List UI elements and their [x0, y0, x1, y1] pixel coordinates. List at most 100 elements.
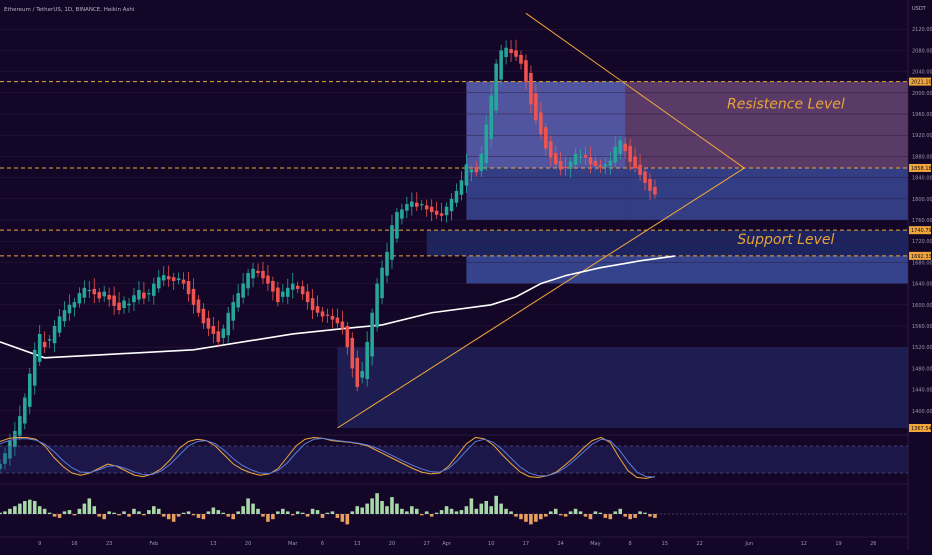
- candle-body[interactable]: [553, 152, 558, 165]
- candle-body[interactable]: [132, 295, 136, 303]
- candle-body[interactable]: [499, 50, 503, 80]
- candle-body[interactable]: [295, 285, 300, 289]
- candle-body[interactable]: [534, 93, 538, 121]
- candle-body[interactable]: [613, 146, 618, 163]
- candle-body[interactable]: [330, 315, 335, 320]
- candle-body[interactable]: [454, 190, 459, 203]
- candle-body[interactable]: [191, 288, 196, 305]
- candle-body[interactable]: [271, 280, 275, 292]
- candle-body[interactable]: [300, 286, 305, 295]
- candle-body[interactable]: [251, 268, 255, 279]
- candle-body[interactable]: [181, 279, 186, 284]
- candle-body[interactable]: [385, 251, 389, 276]
- candle-body[interactable]: [514, 50, 518, 57]
- candle-body[interactable]: [633, 156, 637, 169]
- candle-body[interactable]: [375, 283, 379, 328]
- candle-body[interactable]: [360, 371, 364, 378]
- candle-body[interactable]: [395, 212, 399, 239]
- candle-body[interactable]: [107, 294, 111, 300]
- candle-body[interactable]: [256, 270, 260, 273]
- candle-body[interactable]: [380, 267, 384, 299]
- candle-body[interactable]: [3, 453, 7, 464]
- candle-body[interactable]: [623, 143, 627, 152]
- candle-body[interactable]: [97, 292, 102, 299]
- candle-body[interactable]: [171, 277, 176, 281]
- candle-body[interactable]: [161, 275, 166, 281]
- candle-body[interactable]: [400, 209, 404, 219]
- candle-body[interactable]: [618, 140, 623, 154]
- candle-body[interactable]: [281, 291, 285, 297]
- candle-body[interactable]: [87, 289, 92, 292]
- candle-body[interactable]: [568, 161, 573, 169]
- candle-body[interactable]: [638, 164, 642, 175]
- candle-body[interactable]: [419, 204, 424, 206]
- candle-body[interactable]: [350, 337, 355, 369]
- candle-body[interactable]: [0, 463, 2, 470]
- candle-body[interactable]: [489, 95, 493, 140]
- candle-body[interactable]: [598, 165, 603, 167]
- candle-body[interactable]: [305, 291, 310, 303]
- candle-body[interactable]: [390, 225, 394, 260]
- candle-body[interactable]: [127, 303, 131, 306]
- candle-body[interactable]: [603, 164, 608, 167]
- candle-body[interactable]: [509, 49, 513, 54]
- candle-body[interactable]: [137, 289, 141, 300]
- candle-body[interactable]: [241, 283, 245, 298]
- candle-body[interactable]: [23, 397, 27, 424]
- candle-body[interactable]: [166, 276, 171, 280]
- candle-body[interactable]: [544, 127, 548, 149]
- candle-body[interactable]: [211, 326, 216, 334]
- candles-layer[interactable]: [0, 39, 657, 474]
- candle-body[interactable]: [365, 341, 369, 379]
- candle-body[interactable]: [117, 302, 121, 311]
- candle-body[interactable]: [315, 306, 320, 313]
- candle-body[interactable]: [18, 416, 22, 436]
- candle-body[interactable]: [266, 275, 270, 284]
- candle-body[interactable]: [261, 270, 265, 279]
- candle-body[interactable]: [469, 169, 474, 173]
- candle-body[interactable]: [122, 300, 126, 308]
- candle-body[interactable]: [186, 280, 191, 295]
- candle-body[interactable]: [370, 312, 374, 357]
- candle-body[interactable]: [558, 160, 563, 170]
- candle-body[interactable]: [8, 441, 12, 459]
- candle-body[interactable]: [67, 304, 72, 314]
- candle-body[interactable]: [310, 298, 315, 311]
- candle-body[interactable]: [72, 302, 77, 308]
- candle-body[interactable]: [196, 299, 201, 313]
- candle-body[interactable]: [479, 153, 484, 171]
- candle-body[interactable]: [593, 160, 598, 166]
- candle-body[interactable]: [221, 328, 226, 338]
- candle-body[interactable]: [484, 124, 489, 164]
- candle-body[interactable]: [147, 293, 151, 295]
- candle-body[interactable]: [434, 210, 439, 215]
- candle-body[interactable]: [494, 63, 498, 111]
- candle-body[interactable]: [231, 302, 235, 321]
- candle-body[interactable]: [32, 349, 37, 386]
- candle-body[interactable]: [176, 278, 181, 281]
- candle-body[interactable]: [444, 206, 449, 216]
- candle-body[interactable]: [464, 164, 469, 186]
- candle-body[interactable]: [405, 204, 409, 211]
- candle-body[interactable]: [285, 287, 290, 297]
- candle-body[interactable]: [142, 292, 146, 299]
- candle-body[interactable]: [201, 308, 206, 324]
- candle-body[interactable]: [529, 72, 533, 105]
- candle-body[interactable]: [355, 357, 360, 387]
- candle-body[interactable]: [410, 201, 414, 207]
- candle-body[interactable]: [648, 178, 652, 191]
- candle-body[interactable]: [539, 112, 543, 135]
- candle-body[interactable]: [573, 153, 578, 165]
- candle-body[interactable]: [439, 213, 444, 216]
- candle-body[interactable]: [77, 293, 82, 304]
- candle-body[interactable]: [82, 287, 87, 298]
- candle-body[interactable]: [583, 155, 588, 158]
- candle-body[interactable]: [424, 205, 429, 210]
- candle-body[interactable]: [206, 318, 211, 329]
- candle-body[interactable]: [449, 198, 454, 212]
- candle-body[interactable]: [37, 333, 42, 362]
- candle-body[interactable]: [474, 167, 479, 173]
- candle-body[interactable]: [92, 288, 97, 295]
- candle-body[interactable]: [608, 160, 613, 166]
- candle-body[interactable]: [52, 326, 57, 344]
